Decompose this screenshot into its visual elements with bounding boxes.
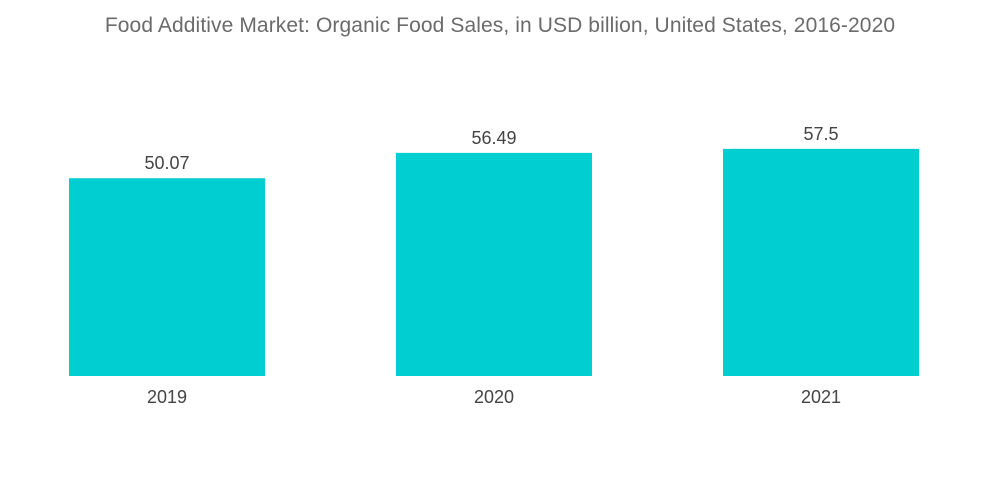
bar-value-label-2021: 57.5 (803, 124, 838, 144)
bar-2020 (396, 152, 592, 376)
bar-2019 (69, 178, 265, 376)
bar-2021 (723, 148, 919, 376)
bar-value-label-2020: 56.49 (471, 128, 516, 148)
bar-value-label-2019: 50.07 (144, 153, 189, 173)
chart-title: Food Additive Market: Organic Food Sales… (104, 14, 896, 37)
x-tick-label-2020: 2020 (474, 387, 514, 407)
x-tick-label-2021: 2021 (801, 387, 841, 407)
x-tick-label-2019: 2019 (147, 387, 187, 407)
